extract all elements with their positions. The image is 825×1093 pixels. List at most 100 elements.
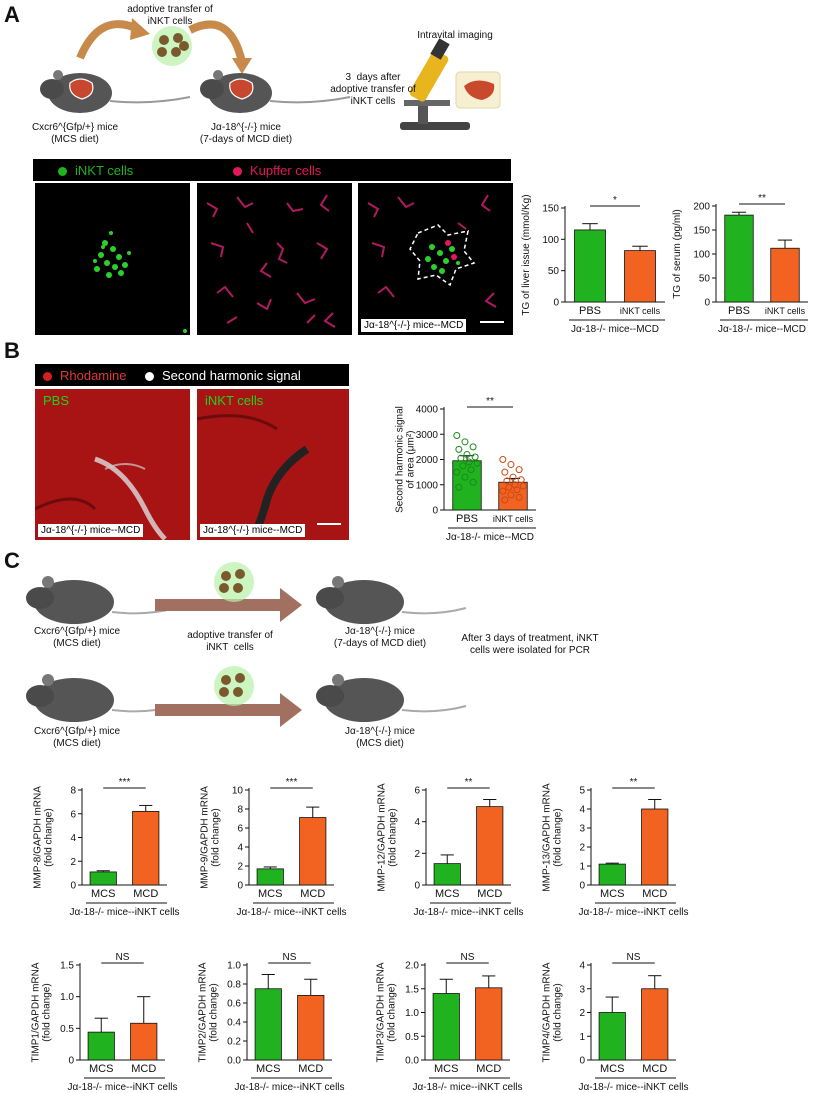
group-label: Jα-18-/- mice--iNKT cells: [578, 907, 688, 918]
imaging-label-a: Intravital imaging: [417, 30, 493, 41]
recipient-mouse-icon: [200, 70, 351, 113]
y-tick-label: 0.5: [405, 1032, 419, 1043]
y-tick-label: 4: [70, 833, 76, 844]
x-tick-label: MCD: [300, 888, 325, 900]
data-point: [499, 456, 507, 463]
y-axis-label: (fold change): [211, 808, 222, 866]
y-tick-label: 1.0: [227, 961, 241, 972]
image-tag-b1: Jα-18^{-/-} mice--MCD: [38, 524, 144, 537]
x-tick-label: MCD: [476, 1063, 501, 1075]
micrograph-a-inkt: [35, 183, 190, 335]
bar-MCD: [475, 987, 503, 1061]
y-tick-label: 1.0: [405, 1008, 419, 1019]
x-tick-label: MCS: [91, 888, 115, 900]
note-c: After 3 days of treatment, iNKT cells we…: [461, 633, 599, 656]
y-tick-label: 1: [579, 862, 585, 873]
data-point: [453, 432, 461, 440]
y-tick-label: 2: [237, 862, 243, 873]
chart-A-serum: 0 50 100 150 200 TG of serum (pg/ml) PBS iNKT c…: [672, 193, 808, 335]
y-tick-label: 4: [579, 805, 585, 816]
panel-a-schematic: [40, 18, 501, 130]
data-point: [465, 458, 473, 466]
bar-MCS: [598, 1012, 626, 1061]
data-point: [471, 453, 479, 461]
y-tick-label: 100: [542, 235, 559, 246]
x-tick-label: MCD: [133, 888, 158, 900]
red-dot-icon: [43, 372, 52, 382]
y-tick-label: 1.5: [60, 961, 74, 972]
data-point: [501, 468, 509, 476]
micrograph-b-pbs: PBS Jα-18^{-/-} mice--MCD: [35, 389, 190, 540]
y-tick-label: 1000: [416, 480, 439, 491]
y-tick-label: 3: [579, 984, 585, 995]
bar-MCS: [256, 868, 284, 886]
bar-MCD: [299, 817, 327, 886]
y-tick-label: 150: [693, 226, 710, 237]
y-axis-label: (fold change): [387, 983, 398, 1041]
image-tag-b2: Jα-18^{-/-} mice--MCD: [200, 524, 306, 537]
legend-shg-text: Second harmonic signal: [162, 368, 301, 383]
data-point: [469, 443, 477, 451]
y-tick-label: 150: [542, 204, 559, 215]
img-label-pbs: PBS: [43, 393, 70, 408]
legend-bar-b: Rhodamine Second harmonic signal: [35, 364, 349, 386]
data-point: [501, 496, 509, 504]
panel-label-a: A: [4, 2, 20, 27]
chart-A-liver: 0 50 100 150 TG of liver issue (mmol/Kg) PBS i…: [521, 194, 665, 335]
donor1-label-c: Cxcr6^{Gfp/+} mice (MCS diet): [33, 626, 121, 649]
after-label-a: 3 days after adoptive transfer of iNKT c…: [330, 72, 416, 107]
y-tick-label: 6: [70, 809, 76, 820]
data-point: [515, 466, 523, 474]
data-point: [503, 477, 511, 485]
x-tick-label: PBS: [728, 305, 750, 317]
recipient1-label-c: Jα-18^{-/-} mice (7-days of MCD diet): [333, 626, 427, 649]
bar-PBS: [574, 229, 606, 303]
y-tick-label: 4: [237, 843, 243, 854]
sig-label: NS: [461, 952, 475, 963]
recipient2-label-c: Jα-18^{-/-} mice (MCS diet): [345, 726, 415, 749]
sig-label: ***: [286, 777, 298, 788]
y-axis-label: TIMP1/GAPDH mRNA: [31, 962, 42, 1062]
y-tick-label: 0.8: [227, 980, 241, 991]
y-tick-label: 0.0: [227, 1056, 241, 1067]
y-tick-label: 100: [693, 250, 710, 261]
bar-MCD: [130, 1022, 158, 1061]
group-label: Jα-18-/- mice--iNKT cells: [67, 1082, 177, 1093]
chart-TIMP1: 0 0.5 1.0 1.5 TIMP1/GAPDH mRNA (fold change) M…: [31, 952, 178, 1093]
data-point: [469, 478, 477, 486]
data-point: [459, 462, 467, 470]
donor2-label-c: Cxcr6^{Gfp/+} mice (MCS diet): [33, 726, 121, 749]
chart-TIMP3: 0.0 0.5 1.0 1.5 2.0 TIMP3/GAPDH mRNA (fold cha…: [376, 952, 523, 1093]
bar-MCD: [132, 810, 160, 886]
group-label: Jα-18-/- mice--iNKT cells: [69, 907, 179, 918]
data-point: [507, 461, 515, 469]
data-point: [515, 493, 523, 501]
curved-arrow-2: [188, 20, 246, 63]
y-tick-label: 1.0: [60, 992, 74, 1003]
data-point: [517, 476, 525, 484]
y-tick-label: 2: [414, 849, 420, 860]
legend-inkt-text: iNKT cells: [75, 163, 134, 178]
y-axis-label: TIMP3/GAPDH mRNA: [376, 962, 387, 1062]
y-tick-label: 4: [414, 817, 420, 828]
sig-label: **: [758, 193, 766, 204]
data-point: [461, 473, 469, 481]
y-axis-label: (fold change): [553, 983, 564, 1041]
data-point: [519, 482, 527, 490]
x-tick-label: MCS: [256, 1063, 280, 1075]
y-tick-label: 2: [579, 1008, 585, 1019]
sig-label: ***: [119, 777, 131, 788]
y-tick-label: 0.4: [227, 1018, 241, 1029]
group-label: Jα-18-/- mice--MCD: [718, 324, 806, 335]
y-axis-label: TIMP2/GAPDH mRNA: [198, 962, 209, 1062]
y-axis-label: (fold change): [388, 808, 399, 866]
x-tick-label: MCS: [435, 888, 459, 900]
chart-B-shg: 0 1000 2000 3000 4000 Second harmonic signal o…: [395, 396, 536, 543]
x-tick-label: MCS: [89, 1063, 113, 1075]
micrograph-b-inkt: iNKT cells Jα-18^{-/-} mice--MCD: [197, 389, 349, 540]
x-tick-label: MCD: [642, 888, 667, 900]
y-tick-label: 4000: [416, 405, 439, 416]
data-point: [505, 483, 513, 491]
recipient-mouse-icon: [316, 576, 467, 624]
